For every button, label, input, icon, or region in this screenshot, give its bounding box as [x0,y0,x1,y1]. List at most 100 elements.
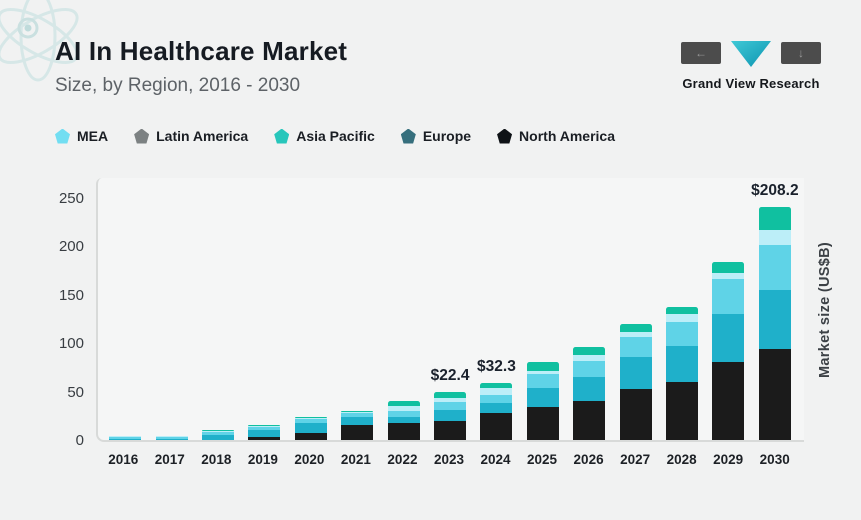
bar-segment-north-america [619,389,652,440]
x-tick-label: 2022 [387,452,418,467]
y-axis: 0 50 100 150 200 250 [40,178,96,448]
bar-segment-latin-america [341,411,374,414]
legend-label: Latin America [156,128,249,144]
bar-segment-europe [202,434,235,440]
bar-slot [102,198,148,440]
legend-item: Asia Pacific [274,128,375,144]
y-tick-label: 0 [75,432,84,449]
bar-segment-north-america [248,437,281,440]
bar-segment-mea [573,346,606,356]
bar-segment-asia-pacific [434,402,467,411]
bar-segment-asia-pacific [712,279,745,315]
legend-item: North America [497,128,615,144]
bar-segment-europe [294,423,327,434]
bar-segment-mea [712,262,745,273]
stacked-bar-2029 [712,262,745,440]
legend-pentagon-icon [497,128,513,144]
y-axis-right-title: Market size (US$B) [804,178,846,442]
bar-segment-latin-america [109,436,142,438]
bar-segment-latin-america [480,387,513,395]
stacked-bar-2022 [387,401,420,440]
x-tick-label: 2023 [433,452,464,467]
bar-slot [705,198,751,440]
bar-segment-mea [526,362,559,371]
bar-segment-mea [387,401,420,407]
legend-item: Latin America [134,128,248,144]
bar-segment-europe [480,402,513,413]
bar-slot [148,198,194,440]
bar-segment-latin-america [619,331,652,338]
x-tick-label: 2027 [620,452,651,467]
bar-segment-asia-pacific [294,419,327,424]
x-tick-label: 2030 [759,452,790,467]
bar-segment-latin-america [573,355,606,362]
stacked-bar-2018 [202,430,235,440]
brand-triangle-icon [731,41,771,67]
bar-segment-asia-pacific [202,432,235,435]
bar-slot [659,198,705,440]
bar-segment-mea [480,382,513,388]
legend-pentagon-icon [55,128,70,144]
bar-segment-latin-america [712,272,745,280]
bar-segment-latin-america [155,436,188,438]
bar-segment-asia-pacific [155,437,188,440]
bar-segment-north-america [573,401,606,440]
bar-slot [520,198,566,440]
bar-segment-latin-america [666,314,699,322]
bar-segment-latin-america [387,406,420,411]
bar-slot: $32.3 [473,198,519,440]
bar-segment-asia-pacific [526,374,559,388]
bar-segment-europe [341,417,374,426]
y-tick-label: 250 [58,190,84,207]
bar-segment-europe [712,314,745,363]
x-tick-label: 2024 [480,452,511,467]
x-tick-label: 2028 [666,452,697,467]
page-subtitle: Size, by Region, 2016 - 2030 [55,75,301,96]
bar-slot: $208.2 [751,182,799,440]
x-tick-label: 2029 [713,452,744,467]
bar-segment-asia-pacific [758,244,791,290]
bar-segment-asia-pacific [248,426,281,430]
brand-name: Grand View Research [682,76,820,91]
bar-segment-north-america [480,412,513,440]
bar-segment-latin-america [294,417,327,420]
back-arrow-icon: ← [681,42,721,64]
stacked-bar-2030 [758,206,791,440]
atom-icon [0,0,79,82]
bar-segment-north-america [434,420,467,440]
bar-segment-europe [526,387,559,408]
header: AI In Healthcare Market Size, by Region,… [55,36,347,97]
bar-segment-asia-pacific [387,410,420,417]
legend-item: Europe [400,128,471,144]
download-arrow-glyph: ↓ [798,46,804,60]
x-tick-label: 2016 [108,452,139,467]
bar-segment-asia-pacific [666,321,699,347]
bar-segment-latin-america [434,398,467,403]
bar-segment-latin-america [202,430,235,433]
bar-slot [241,198,287,440]
bar-slot: $22.4 [427,198,473,440]
x-tick-label: 2025 [527,452,558,467]
y-tick-label: 150 [58,286,84,304]
stacked-bar-2021 [341,411,374,440]
page-title: AI In Healthcare Market [55,36,348,66]
bar-segment-europe [434,410,467,421]
legend-label: North America [519,128,615,144]
stacked-bar-2019 [248,425,281,440]
bar-segment-mea [666,307,699,315]
bar-segment-mea [619,324,652,332]
legend-pentagon-icon [134,128,150,144]
bar-segment-north-america [387,423,420,440]
brand-marks: ← ↓ [681,40,821,70]
stacked-bar-2020 [294,417,327,440]
bar-segment-latin-america [758,229,791,245]
stacked-bar-2025 [526,362,559,440]
y-tick-label: 200 [58,238,84,256]
x-tick-label: 2026 [573,452,604,467]
legend-label: MEA [77,128,109,144]
bar-segment-asia-pacific [480,394,513,403]
bar-slot [334,198,380,440]
y-tick-label: 100 [58,335,84,353]
bar-segment-europe [155,439,188,440]
stacked-bar-2017 [155,436,188,440]
